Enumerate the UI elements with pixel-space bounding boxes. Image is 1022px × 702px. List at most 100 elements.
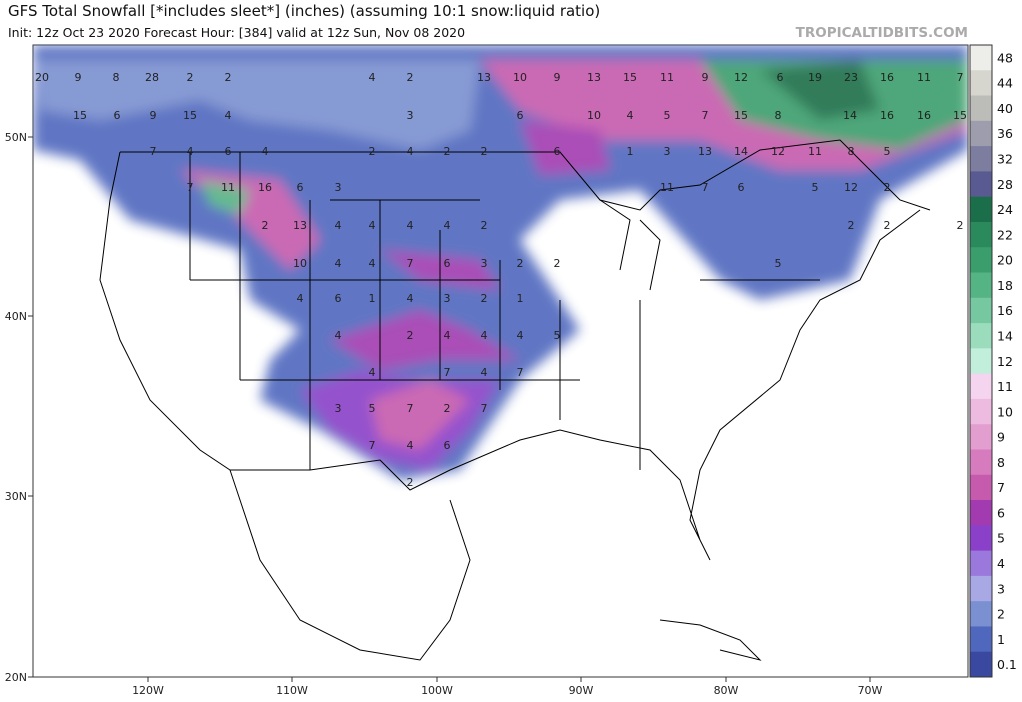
snow-amount: 4 bbox=[407, 292, 414, 305]
snow-amount: 4 bbox=[407, 219, 414, 232]
colorbar-swatch bbox=[970, 601, 992, 627]
snow-amount: 5 bbox=[554, 329, 561, 342]
snow-amount: 1 bbox=[369, 292, 376, 305]
colorbar-swatch bbox=[970, 626, 992, 653]
snow-amount: 11 bbox=[917, 71, 931, 84]
snow-amount: 13 bbox=[587, 71, 601, 84]
snow-amount: 4 bbox=[481, 329, 488, 342]
snow-amount: 2 bbox=[481, 292, 488, 305]
colorbar-swatch bbox=[970, 373, 992, 400]
watermark: TROPICALTIDBITS.COM bbox=[796, 25, 968, 41]
snow-amount: 2 bbox=[407, 71, 414, 84]
snow-amount: 10 bbox=[293, 257, 307, 270]
colorbar-swatch bbox=[970, 221, 992, 248]
snow-amount: 10 bbox=[513, 71, 527, 84]
colorbar-label: 36 bbox=[997, 126, 1013, 141]
snow-amount: 2 bbox=[444, 402, 451, 415]
x-tick-label: 80W bbox=[714, 684, 739, 697]
snow-amount: 16 bbox=[917, 109, 931, 122]
snow-amount: 5 bbox=[369, 402, 376, 415]
snow-amount: 7 bbox=[702, 181, 709, 194]
snow-amount: 4 bbox=[369, 366, 376, 379]
snow-amount: 5 bbox=[775, 257, 782, 270]
colorbar-swatch bbox=[970, 70, 992, 97]
colorbar-label: 2 bbox=[997, 607, 1005, 622]
snow-amount: 4 bbox=[369, 71, 376, 84]
snow-amount: 8 bbox=[775, 109, 782, 122]
snow-amount: 14 bbox=[734, 145, 748, 158]
snow-amount: 11 bbox=[221, 181, 235, 194]
snow-amount: 6 bbox=[444, 257, 451, 270]
colorbar-label: 8 bbox=[997, 455, 1005, 470]
colorbar-swatch bbox=[970, 525, 992, 552]
snow-amount: 3 bbox=[407, 109, 414, 122]
snow-amount: 5 bbox=[884, 145, 891, 158]
colorbar-swatch bbox=[970, 120, 992, 147]
colorbar: 4844403632282422201816141211109876543210… bbox=[969, 44, 1017, 678]
snow-amount: 2 bbox=[369, 145, 376, 158]
colorbar-label: 4 bbox=[997, 556, 1005, 571]
snow-amount: 4 bbox=[444, 219, 451, 232]
colorbar-label: 9 bbox=[997, 430, 1005, 445]
snow-amount: 4 bbox=[335, 257, 342, 270]
colorbar-swatch bbox=[970, 171, 992, 198]
snow-amount: 3 bbox=[444, 292, 451, 305]
snow-amount: 13 bbox=[293, 219, 307, 232]
snow-amount: 11 bbox=[660, 181, 674, 194]
colorbar-label: 6 bbox=[997, 505, 1005, 520]
snow-amount: 12 bbox=[844, 181, 858, 194]
colorbar-label: 3 bbox=[997, 581, 1005, 596]
snow-amount: 4 bbox=[187, 145, 194, 158]
snow-amount: 2 bbox=[848, 219, 855, 232]
colorbar-swatch bbox=[970, 500, 992, 526]
colorbar-label: 32 bbox=[997, 152, 1013, 167]
colorbar-label: 5 bbox=[997, 531, 1005, 546]
snow-amount: 16 bbox=[880, 71, 894, 84]
colorbar-swatch bbox=[970, 95, 992, 122]
snow-amount: 2 bbox=[481, 219, 488, 232]
snow-amount: 4 bbox=[335, 329, 342, 342]
colorbar-swatch bbox=[970, 45, 992, 71]
snow-amount: 6 bbox=[297, 181, 304, 194]
colorbar-swatch bbox=[970, 398, 992, 425]
colorbar-label: 20 bbox=[997, 253, 1013, 268]
x-tick-label: 100W bbox=[421, 684, 453, 697]
axes: 120W 110W 100W 90W 80W 70W 50N 40N 30N 20N bbox=[5, 131, 883, 697]
snow-amount: 4 bbox=[517, 329, 524, 342]
subtitle: Init: 12z Oct 23 2020 Forecast Hour: [38… bbox=[8, 25, 465, 40]
snow-amount: 6 bbox=[777, 71, 784, 84]
snow-amount: 2 bbox=[481, 145, 488, 158]
snow-amount: 15 bbox=[183, 109, 197, 122]
colorbar-label: 16 bbox=[997, 303, 1013, 318]
title: GFS Total Snowfall [*includes sleet*] (i… bbox=[8, 2, 600, 20]
y-tick-label: 50N bbox=[5, 131, 27, 144]
snow-amount: 14 bbox=[843, 109, 857, 122]
y-tick-label: 30N bbox=[5, 490, 27, 503]
snow-amount: 7 bbox=[187, 181, 194, 194]
snow-amount: 1 bbox=[517, 292, 524, 305]
snow-amount: 2 bbox=[884, 219, 891, 232]
y-tick-label: 40N bbox=[5, 310, 27, 323]
colorbar-label: 11 bbox=[997, 379, 1013, 394]
colorbar-label: 0.1 bbox=[997, 657, 1017, 672]
colorbar-swatch bbox=[970, 196, 992, 223]
snow-amount: 8 bbox=[848, 145, 855, 158]
snow-amount: 6 bbox=[114, 109, 121, 122]
snow-amount: 13 bbox=[477, 71, 491, 84]
snow-amount: 9 bbox=[150, 109, 157, 122]
snow-amount: 15 bbox=[73, 109, 87, 122]
x-tick-label: 70W bbox=[858, 684, 883, 697]
colorbar-label: 22 bbox=[997, 227, 1013, 242]
snow-amount: 15 bbox=[623, 71, 637, 84]
colorbar-label: 48 bbox=[997, 50, 1013, 65]
snow-amount: 7 bbox=[407, 257, 414, 270]
snow-amount: 4 bbox=[369, 257, 376, 270]
snow-amount: 2 bbox=[187, 71, 194, 84]
snow-amount: 7 bbox=[702, 109, 709, 122]
snow-amount: 2 bbox=[407, 329, 414, 342]
colorbar-label: 1 bbox=[997, 632, 1005, 647]
colorbar-frame bbox=[969, 44, 993, 678]
y-tick-label: 20N bbox=[5, 671, 27, 684]
snow-amount: 4 bbox=[481, 366, 488, 379]
